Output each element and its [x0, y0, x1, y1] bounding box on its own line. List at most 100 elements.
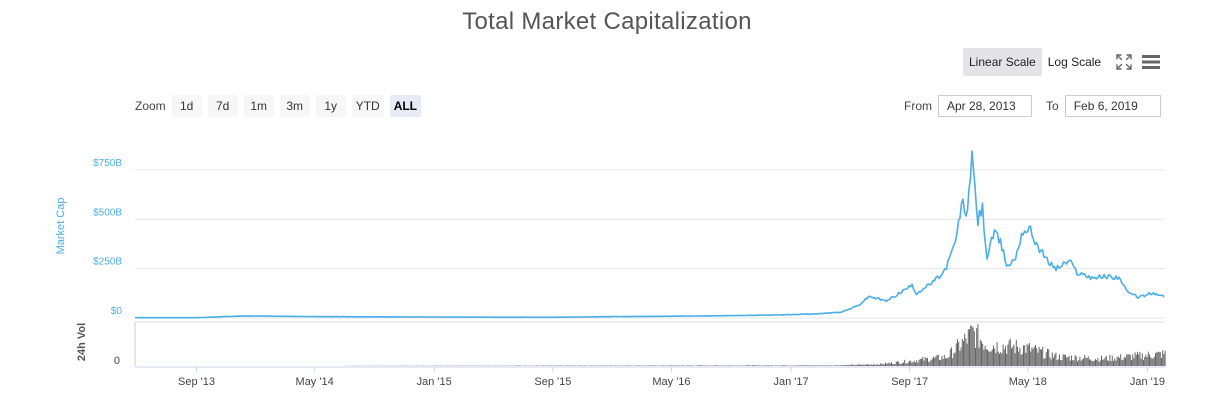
- volume-bar: [843, 365, 844, 366]
- volume-bar: [673, 365, 675, 366]
- volume-bar: [1137, 351, 1138, 366]
- volume-bar: [1026, 343, 1028, 366]
- volume-bar: [876, 364, 878, 366]
- volume-bar: [690, 365, 692, 366]
- volume-bar: [913, 360, 915, 366]
- volume-bar: [1085, 357, 1087, 366]
- volume-bar: [1002, 344, 1004, 366]
- volume-bar: [1086, 358, 1088, 366]
- volume-bar: [857, 364, 859, 366]
- volume-bar: [791, 365, 793, 366]
- volume-bar: [1042, 346, 1044, 366]
- volume-bar: [983, 349, 985, 366]
- volume-bar: [850, 364, 852, 366]
- volume-bar: [803, 365, 805, 366]
- zoom-1d-button[interactable]: 1d: [171, 95, 202, 117]
- x-tick-label: Jan '17: [774, 376, 809, 388]
- volume-bar: [979, 339, 981, 366]
- volume-bar: [967, 329, 969, 366]
- volume-bar: [786, 365, 788, 366]
- volume-bar: [1051, 352, 1053, 366]
- volume-bar: [994, 348, 996, 366]
- volume-bar: [727, 365, 729, 366]
- volume-bar: [1129, 355, 1131, 366]
- volume-bar: [880, 363, 882, 366]
- volume-bar: [556, 365, 558, 366]
- volume-bar: [780, 365, 782, 366]
- volume-bar: [1120, 354, 1122, 366]
- volume-bar: [1122, 359, 1124, 366]
- volume-bar: [697, 365, 699, 366]
- volume-bar: [808, 365, 810, 366]
- y-tick-label: $500B: [93, 207, 122, 218]
- volume-bar: [1101, 355, 1102, 366]
- volume-bar: [990, 351, 992, 366]
- volume-bar: [753, 365, 754, 366]
- volume-bar: [1135, 354, 1137, 366]
- volume-bar: [868, 364, 870, 366]
- volume-bar: [844, 364, 846, 366]
- zoom-ytd-button[interactable]: YTD: [351, 95, 384, 117]
- volume-bar: [1099, 360, 1101, 366]
- volume-bar: [939, 359, 940, 366]
- zoom-7d-button[interactable]: 7d: [207, 95, 238, 117]
- volume-bar: [1163, 354, 1165, 366]
- volume-bar: [1050, 359, 1052, 366]
- volume-bar: [1162, 350, 1164, 366]
- volume-bar: [745, 365, 747, 366]
- volume-bar: [525, 365, 526, 366]
- volume-bar: [1096, 360, 1098, 366]
- volume-bar: [953, 353, 955, 366]
- volume-bar: [545, 365, 547, 366]
- volume-bar: [761, 365, 763, 366]
- volume-bar: [1038, 346, 1040, 366]
- hamburger-menu-icon[interactable]: [1141, 53, 1161, 71]
- volume-bar: [517, 365, 519, 366]
- zoom-1m-button[interactable]: 1m: [243, 95, 274, 117]
- volume-bar: [885, 362, 886, 366]
- volume-bar: [1133, 358, 1135, 366]
- volume-bar: [1109, 354, 1111, 366]
- volume-bar: [1037, 352, 1039, 366]
- to-date-input[interactable]: Feb 6, 2019: [1064, 95, 1161, 117]
- linear-scale-button[interactable]: Linear Scale: [963, 48, 1042, 76]
- zoom-1y-button[interactable]: 1y: [315, 95, 346, 117]
- fullscreen-icon[interactable]: [1115, 53, 1133, 71]
- volume-bar: [1017, 346, 1018, 366]
- volume-bar: [802, 365, 804, 366]
- volume-bar: [1152, 358, 1154, 366]
- volume-bar: [1089, 359, 1090, 366]
- volume-bar: [1039, 349, 1041, 366]
- volume-bar: [747, 365, 748, 366]
- volume-bar: [748, 365, 750, 366]
- volume-bar: [957, 339, 958, 366]
- volume-bar: [1155, 353, 1156, 366]
- volume-bar: [952, 358, 954, 366]
- volume-bar: [691, 365, 693, 366]
- zoom-all-button[interactable]: ALL: [389, 95, 422, 117]
- volume-bar: [804, 365, 806, 366]
- zoom-controls: Zoom 1d 7d 1m 3m 1y YTD ALL: [135, 95, 427, 117]
- volume-bar: [583, 365, 585, 366]
- volume-bar: [720, 365, 722, 366]
- volume-bar: [928, 362, 930, 366]
- volume-bar: [853, 365, 855, 366]
- volume-bar: [1156, 352, 1158, 366]
- volume-bar: [821, 365, 823, 366]
- volume-bar: [917, 362, 919, 366]
- volume-bar: [963, 340, 964, 366]
- zoom-3m-button[interactable]: 3m: [279, 95, 310, 117]
- volume-bar: [1007, 344, 1009, 366]
- log-scale-button[interactable]: Log Scale: [1047, 55, 1102, 69]
- market-cap-series-line[interactable]: [135, 150, 1165, 319]
- volume-bar: [879, 365, 880, 366]
- from-date-input[interactable]: Apr 28, 2013: [938, 95, 1032, 117]
- volume-bar: [1036, 348, 1038, 366]
- volume-bar: [933, 356, 934, 366]
- volume-bar: [918, 359, 920, 366]
- volume-bar: [1067, 357, 1069, 366]
- volume-bar: [1009, 338, 1011, 366]
- volume-bar: [1077, 361, 1078, 366]
- volume-bar: [1012, 346, 1014, 366]
